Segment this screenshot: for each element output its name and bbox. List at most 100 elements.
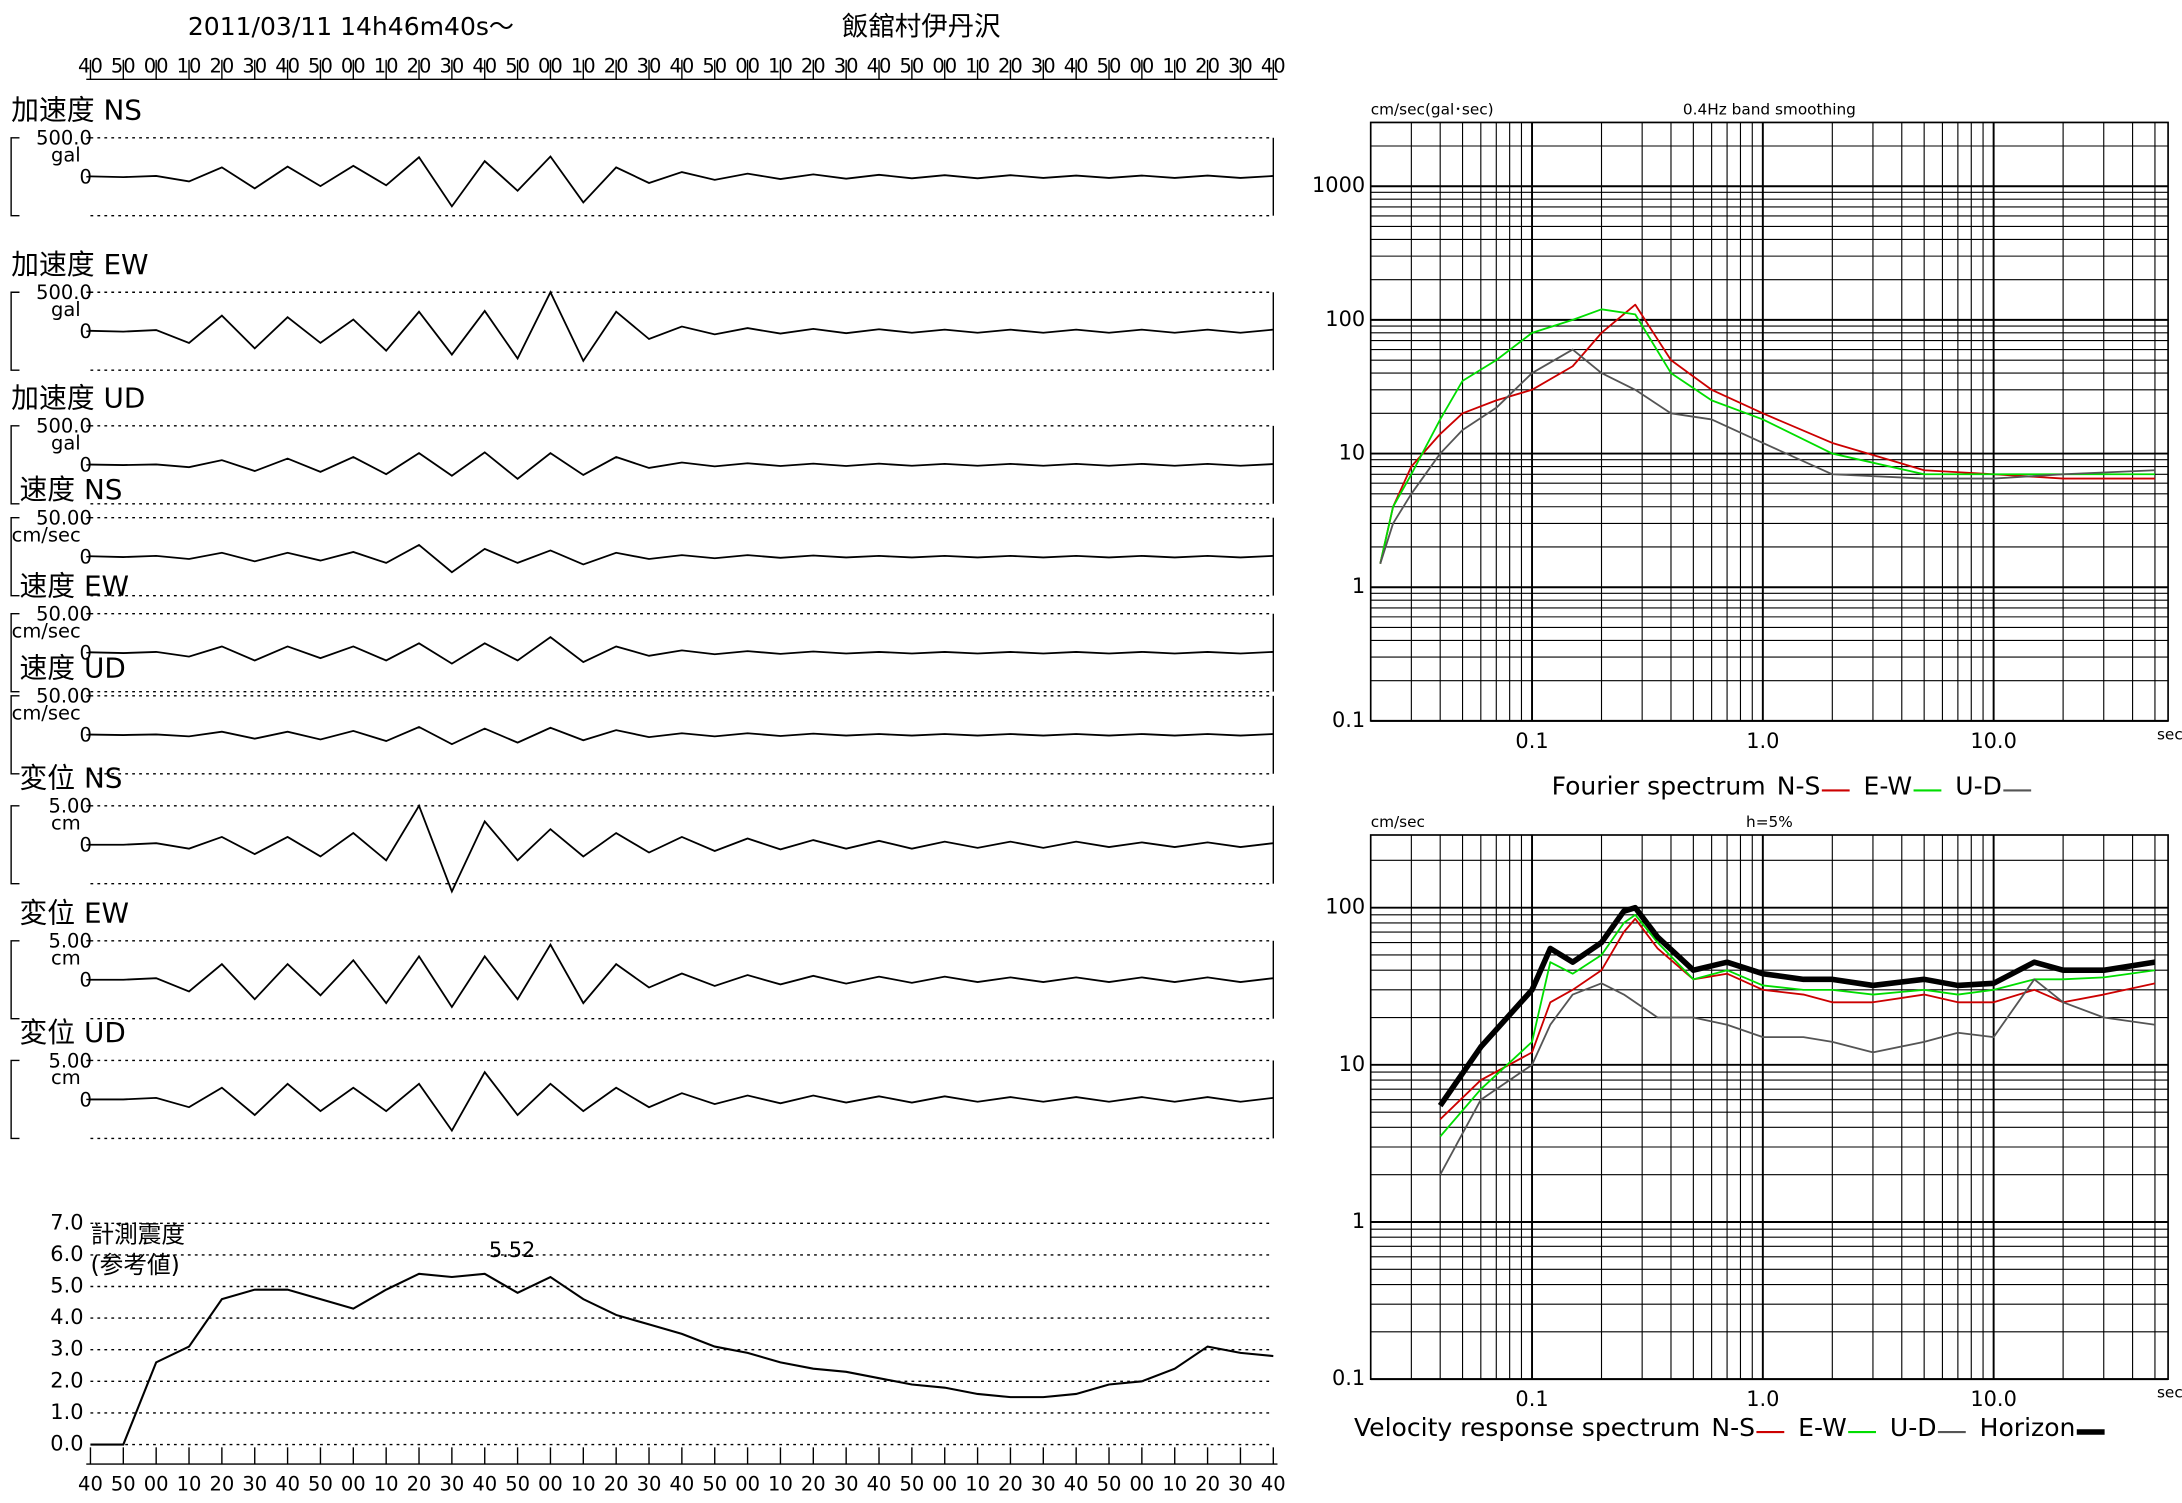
panel-label: 速度 UD xyxy=(19,651,125,684)
x-tick-label: 40 xyxy=(472,1472,497,1495)
x-tick-label: 50 xyxy=(308,1472,333,1495)
time-tick-label: 00 xyxy=(1129,54,1154,77)
y-tick-label: 7.0 xyxy=(50,1210,83,1234)
panel-bracket xyxy=(10,1059,20,1140)
x-tick-label: 10 xyxy=(965,1472,990,1495)
x-tick-label: 50 xyxy=(505,1472,530,1495)
y-tick-label: 0 xyxy=(79,969,91,992)
panel-label: 加速度 UD xyxy=(11,381,145,414)
time-tick-label: 20 xyxy=(998,54,1023,77)
spectrum-line xyxy=(1439,978,2156,1176)
legend-label: U-D xyxy=(1890,1413,1937,1442)
time-tick-label: 30 xyxy=(242,54,267,77)
waveform xyxy=(90,451,1274,480)
panel-label: 速度 NS xyxy=(19,473,122,506)
time-tick-label: 00 xyxy=(341,54,366,77)
x-tick-label: 50 xyxy=(702,1472,727,1495)
y-tick-label: 4.0 xyxy=(50,1305,83,1329)
x-tick-label: 20 xyxy=(407,1472,432,1495)
y-tick-label: 0 xyxy=(79,546,91,569)
time-tick-label: 20 xyxy=(604,54,629,77)
y-tick-label: 0 xyxy=(79,1088,91,1111)
panel-label: 加速度 NS xyxy=(11,93,142,126)
legend-label: U-D xyxy=(1955,772,2002,801)
x-tick-label: 50 xyxy=(899,1472,924,1495)
x-tick-label: 20 xyxy=(604,1472,629,1495)
legend-label: N-S xyxy=(1777,772,1821,801)
x-tick-label: 30 xyxy=(439,1472,464,1495)
waveform xyxy=(90,290,1274,363)
time-tick-label: 10 xyxy=(177,54,202,77)
time-tick-label: 20 xyxy=(1195,54,1220,77)
unit-label: cm xyxy=(51,946,81,969)
time-tick-label: 10 xyxy=(374,54,399,77)
y-tick-label: 10 xyxy=(1339,1052,1366,1076)
x-tick-label: 0.1 xyxy=(1515,1387,1548,1411)
x-tick-label: 20 xyxy=(209,1472,234,1495)
spectrum-line xyxy=(1439,917,2156,1120)
x-tick-label: 50 xyxy=(111,1472,136,1495)
y-axis-label: cm/sec(gal･sec) xyxy=(1371,100,1494,118)
y-tick-label: 50.00 xyxy=(36,603,92,626)
x-tick-label: 30 xyxy=(1228,1472,1253,1495)
x-tick-label: 40 xyxy=(867,1472,892,1495)
time-tick-label: 50 xyxy=(702,54,727,77)
unit-label: cm/sec xyxy=(12,701,81,724)
y-tick-label: 50.00 xyxy=(36,507,92,530)
x-axis-label: sec xyxy=(2157,725,2182,743)
panel-label: 加速度 EW xyxy=(11,248,148,281)
x-tick-label: 40 xyxy=(78,1472,103,1495)
time-tick-label: 30 xyxy=(637,54,662,77)
intensity-subtitle: (参考値) xyxy=(90,1251,179,1279)
y-tick-label: 50.00 xyxy=(36,685,92,708)
chart-subtitle: h=5% xyxy=(1746,813,1793,831)
time-tick-label: 20 xyxy=(407,54,432,77)
spectrum-line xyxy=(1439,913,2156,1138)
y-tick-label: 0.1 xyxy=(1332,708,1365,732)
x-tick-label: 10 xyxy=(1162,1472,1187,1495)
time-tick-label: 30 xyxy=(834,54,859,77)
waveform xyxy=(90,1070,1274,1133)
intensity-title: 計測震度 xyxy=(90,1220,185,1248)
x-tick-label: 1.0 xyxy=(1746,1387,1779,1411)
x-tick-label: 40 xyxy=(1261,1472,1286,1495)
y-tick-label: 500.0 xyxy=(36,127,92,150)
panel-label: 速度 EW xyxy=(19,569,129,602)
x-axis-label: sec xyxy=(2157,1384,2182,1402)
x-tick-label: 20 xyxy=(998,1472,1023,1495)
x-tick-label: 00 xyxy=(735,1472,760,1495)
legend-label: E-W xyxy=(1798,1413,1847,1442)
spectrum-line xyxy=(1437,904,2156,1108)
time-tick-label: 10 xyxy=(571,54,596,77)
y-tick-label: 0.0 xyxy=(50,1432,83,1456)
x-tick-label: 10 xyxy=(374,1472,399,1495)
legend-label: Horizon xyxy=(1980,1413,2076,1442)
time-tick-label: 40 xyxy=(1064,54,1089,77)
unit-label: gal xyxy=(51,431,81,454)
time-tick-label: 30 xyxy=(1228,54,1253,77)
y-tick-label: 5.00 xyxy=(48,795,91,818)
y-tick-label: 0.1 xyxy=(1332,1366,1365,1390)
peak-annotation: 5.52 xyxy=(489,1238,535,1262)
time-tick-label: 10 xyxy=(768,54,793,77)
time-tick-label: 30 xyxy=(439,54,464,77)
y-tick-label: 0 xyxy=(79,724,91,747)
x-tick-label: 40 xyxy=(669,1472,694,1495)
record-time: 2011/03/11 14h46m40s～ xyxy=(188,12,514,41)
spectrum-line xyxy=(1379,308,2155,564)
x-tick-label: 00 xyxy=(1129,1472,1154,1495)
x-tick-label: 30 xyxy=(242,1472,267,1495)
x-tick-label: 30 xyxy=(637,1472,662,1495)
unit-label: gal xyxy=(51,143,81,166)
time-tick-label: 40 xyxy=(472,54,497,77)
time-tick-label: 40 xyxy=(275,54,300,77)
panel-label: 変位 EW xyxy=(19,896,129,929)
y-tick-label: 5.00 xyxy=(48,930,91,953)
intensity-line xyxy=(90,1272,1274,1446)
y-tick-label: 0 xyxy=(79,320,91,343)
plot-frame xyxy=(1369,834,2169,1380)
x-tick-label: 50 xyxy=(1097,1472,1122,1495)
time-tick-label: 10 xyxy=(1162,54,1187,77)
y-axis-label: cm/sec xyxy=(1371,813,1425,831)
